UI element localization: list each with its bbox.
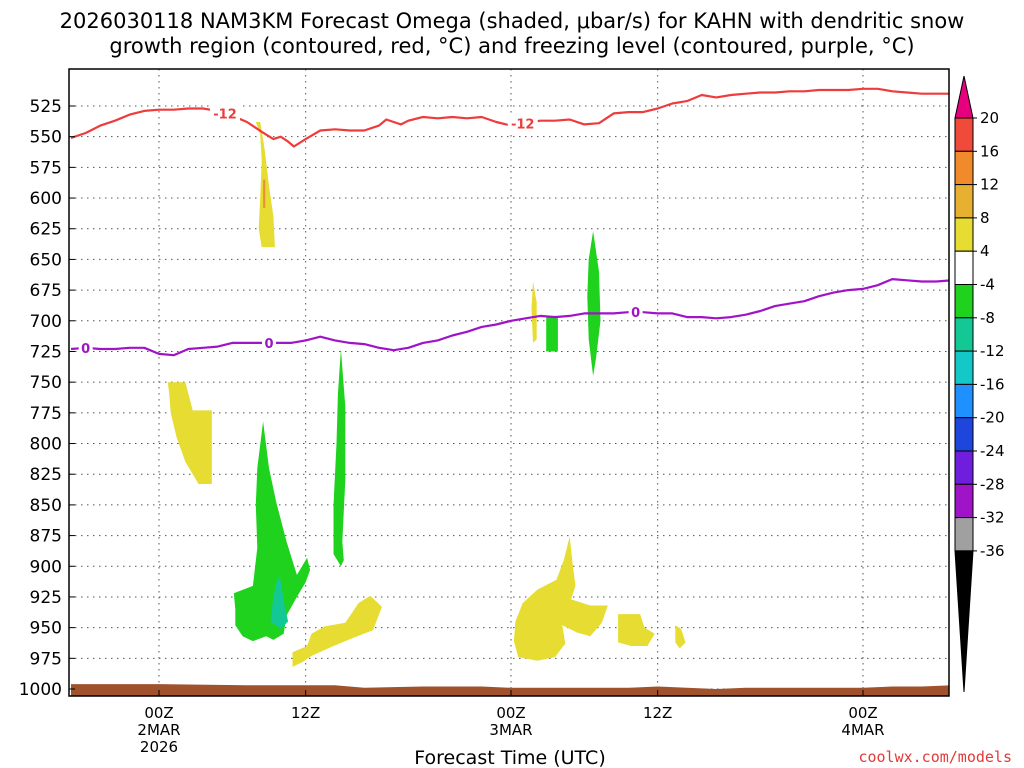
colorbar-bottom-arrow <box>954 550 974 693</box>
y-tick-label-900: 900 <box>30 557 62 577</box>
y-tick-label-1000: 1000 <box>19 680 62 700</box>
colorbar-label-4: 4 <box>980 242 990 260</box>
colorbar-label-12: -32 <box>980 509 1005 527</box>
colorbar-segment-2 <box>954 184 974 219</box>
site-credit: coolwx.com/models <box>858 748 1012 766</box>
x-tick-label-2-0: 00Z <box>496 704 525 722</box>
colorbar-segment-9 <box>954 417 974 452</box>
colorbar-segment-11 <box>954 483 974 519</box>
y-tick-label-650: 650 <box>30 250 62 270</box>
omega-yellow-thin-mid <box>531 281 537 343</box>
x-tick-label-0-2: 2026 <box>140 738 178 756</box>
colorbar-label-6: -8 <box>980 309 995 327</box>
freezing-level-contour-label-2: 0 <box>631 306 640 321</box>
y-axis-pressure-ticks: 525 550 575 600 625 650 675 700 725 750 775 800 825 8… <box>19 97 75 700</box>
colorbar-segment-5 <box>954 284 974 319</box>
colorbar-segment-12 <box>954 517 974 552</box>
y-tick-label-975: 975 <box>30 649 62 669</box>
freezing-level-contour <box>70 278 949 357</box>
x-tick-label-0-1: 2MAR <box>137 721 180 739</box>
dendritic-growth-contour-label-0: -12 <box>213 107 237 122</box>
colorbar-segment-1 <box>954 150 974 186</box>
x-tick-label-4-1: 4MAR <box>841 721 884 739</box>
x-tick-label-4-0: 00Z <box>848 704 877 722</box>
x-tick-label-2-1: 3MAR <box>489 721 532 739</box>
omega-yellow-left-blob <box>167 382 212 484</box>
freezing-level-contour-label-bg-0 <box>78 339 93 355</box>
omega-green-small-rect <box>546 315 558 352</box>
y-tick-label-875: 875 <box>30 527 62 547</box>
contour-labels: -12 -12 0 0 0 <box>78 105 643 357</box>
omega-yellow-low-right <box>618 614 655 646</box>
y-tick-label-725: 725 <box>30 342 62 362</box>
y-tick-label-625: 625 <box>30 220 62 240</box>
colorbar-label-3: 8 <box>980 209 990 227</box>
omega-yellow-low-mid <box>513 536 608 661</box>
chart-title-line-1: 2026030118 NAM3KM Forecast Omega (shaded… <box>60 9 965 33</box>
terrain-layer <box>71 684 949 696</box>
chart-title-line-2: growth region (contoured, red, °C) and f… <box>109 34 914 58</box>
omega-teal-core <box>270 576 289 629</box>
colorbar-label-1: 16 <box>980 142 999 160</box>
dendritic-growth-contour-label-bg-0 <box>210 105 240 121</box>
colorbar-label-0: 20 <box>980 109 999 127</box>
y-tick-label-950: 950 <box>30 619 62 639</box>
y-tick-label-550: 550 <box>30 128 62 148</box>
y-tick-label-525: 525 <box>30 97 62 117</box>
terrain-ground <box>71 684 949 696</box>
omega-colorbar: 20 16 12 8 4 -4 -8 -12 -16 -20 -24 -28 -32 -36 <box>954 75 1005 693</box>
dendritic-growth-contour-label-bg-1 <box>507 115 538 131</box>
y-tick-label-850: 850 <box>30 496 62 516</box>
colorbar-segment-10 <box>954 450 974 485</box>
colorbar-label-5: -4 <box>980 276 995 294</box>
omega-green-narrow-column <box>333 349 346 567</box>
y-tick-label-825: 825 <box>30 465 62 485</box>
y-tick-label-575: 575 <box>30 158 62 178</box>
y-tick-label-775: 775 <box>30 404 62 424</box>
colorbar-segment-0 <box>954 117 974 152</box>
y-tick-label-925: 925 <box>30 588 62 608</box>
gridlines <box>69 69 949 696</box>
colorbar-label-11: -28 <box>980 475 1005 493</box>
colorbar-segment-3 <box>954 217 974 252</box>
freezing-level-contour-label-bg-1 <box>262 334 276 350</box>
omega-yellow-low-left <box>292 595 382 667</box>
x-axis-label: Forecast Time (UTC) <box>414 747 605 768</box>
y-tick-label-750: 750 <box>30 373 62 393</box>
omega-orange-core <box>263 179 266 208</box>
y-tick-label-600: 600 <box>30 189 62 209</box>
y-tick-label-800: 800 <box>30 435 62 455</box>
colorbar-segment-8 <box>954 383 974 419</box>
freezing-level-contour-label-1: 0 <box>264 337 273 352</box>
colorbar-label-9: -20 <box>980 409 1005 427</box>
colorbar-label-10: -24 <box>980 442 1005 460</box>
freezing-level-contour-label-0: 0 <box>81 342 90 357</box>
colorbar-label-13: -36 <box>980 542 1005 560</box>
colorbar-segment-7 <box>954 350 974 385</box>
x-tick-label-1-0: 12Z <box>291 704 320 722</box>
omega-green-tall-spindle <box>587 231 601 376</box>
colorbar-label-2: 12 <box>980 176 999 194</box>
omega-yellow-top-column <box>255 122 275 248</box>
colorbar-segment-6 <box>954 317 974 352</box>
omega-yellow-tiny-right <box>675 625 686 649</box>
omega-shading <box>167 122 686 667</box>
y-tick-label-700: 700 <box>30 312 62 332</box>
colorbar-label-8: -16 <box>980 375 1005 393</box>
x-tick-label-0-0: 00Z <box>144 704 173 722</box>
y-tick-label-675: 675 <box>30 281 62 301</box>
colorbar-segment-4 <box>954 250 974 285</box>
dendritic-growth-contour-label-1: -12 <box>511 118 535 133</box>
freezing-level-contour-label-bg-2 <box>628 304 643 320</box>
omega-green-lower-left <box>233 421 311 642</box>
x-tick-label-3-0: 12Z <box>643 704 672 722</box>
colorbar-label-7: -12 <box>980 342 1005 360</box>
